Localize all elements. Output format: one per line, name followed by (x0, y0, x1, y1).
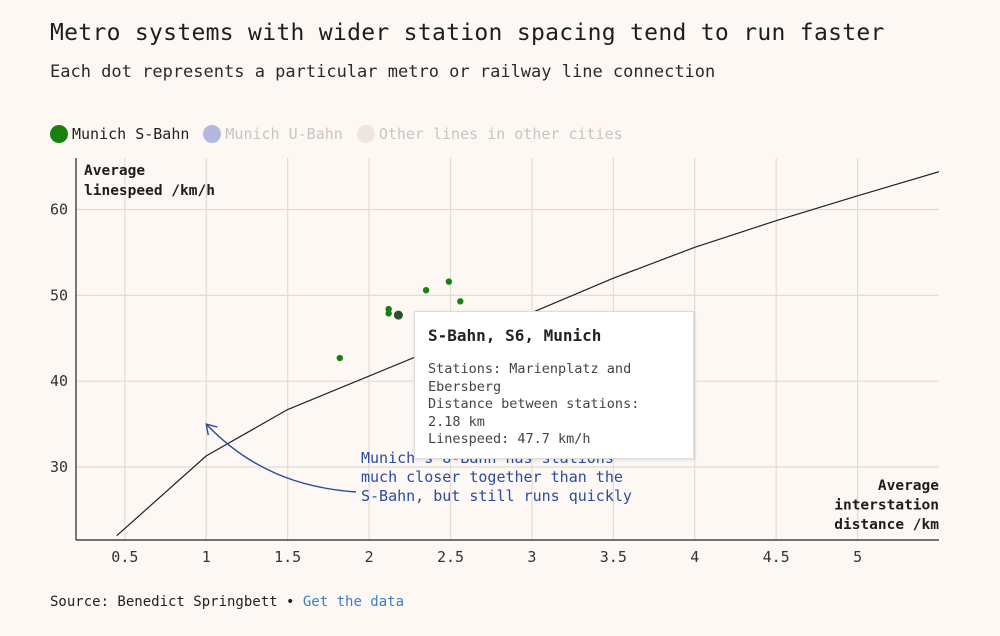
chart-title: Metro systems with wider station spacing… (50, 20, 885, 46)
legend-item-munich-s-bahn[interactable]: Munich S-Bahn (50, 125, 189, 143)
x-tick-label: 0.5 (111, 548, 138, 566)
legend-dot-other-lines (356, 125, 375, 143)
x-tick-label: 2.5 (437, 548, 464, 566)
data-point (457, 298, 464, 305)
source-text: Source: Benedict Springbett • (50, 594, 295, 610)
x-tick-label: 1.5 (274, 548, 301, 566)
annotation-text: much closer together than the (361, 468, 623, 486)
legend-label: Munich S-Bahn (72, 125, 190, 143)
legend-item-other-lines[interactable]: Other lines in other cities (356, 125, 623, 143)
x-axis-label: Average (878, 478, 939, 494)
data-point (422, 286, 430, 294)
annotation-arrowhead (205, 423, 218, 436)
chart-subtitle: Each dot represents a particular metro o… (50, 62, 716, 82)
tooltip-line: 2.18 km (428, 413, 485, 430)
x-tick-label: 4 (690, 548, 699, 566)
annotation-arrow (205, 423, 357, 493)
tooltip-line: Linespeed: 47.7 km/h (428, 431, 591, 447)
tooltip-line: Distance between stations: (428, 396, 640, 412)
tooltip-line: Ebersberg (428, 378, 502, 395)
x-tick-label: 3 (527, 548, 536, 566)
y-tick-label: 40 (50, 372, 68, 390)
legend-item-munich-u-bahn[interactable]: Munich U-Bahn (203, 125, 343, 143)
y-axis-label: Average (84, 163, 145, 179)
x-axis-label: interstation (834, 498, 939, 514)
highlighted-point (393, 310, 403, 320)
x-tick-label: 4.5 (763, 548, 790, 566)
get-data-link[interactable]: Get the data (302, 594, 405, 610)
data-point (445, 278, 453, 285)
y-tick-label: 60 (50, 201, 68, 219)
x-tick-label: 1 (202, 548, 211, 566)
data-point (336, 354, 343, 362)
tooltip-title: S-Bahn, S6, Munich (428, 326, 602, 345)
legend: Munich S-Bahn Munich U-Bahn Other lines … (50, 125, 637, 143)
data-tooltip: S-Bahn, S6, Munich Stations: Marienplatz… (414, 311, 694, 459)
x-tick-label: 5 (853, 548, 862, 566)
legend-label: Munich U-Bahn (225, 125, 343, 143)
y-tick-label: 50 (50, 286, 68, 304)
x-tick-label: 3.5 (600, 548, 627, 566)
legend-label: Other lines in other cities (378, 125, 623, 143)
legend-dot-munich-s-bahn (50, 125, 68, 143)
annotation-text: S-Bahn, but still runs quickly (361, 487, 632, 505)
x-tick-label: 2 (365, 548, 374, 566)
source-note: Source: Benedict Springbett • Get the da… (50, 594, 404, 610)
y-axis-label: linespeed /km/h (84, 183, 215, 199)
x-axis-label: distance /km (834, 517, 939, 533)
y-tick-label: 30 (50, 458, 68, 476)
tooltip-line: Stations: Marienplatz and (428, 361, 632, 377)
data-point (385, 310, 392, 317)
legend-dot-munich-u-bahn (203, 125, 222, 143)
